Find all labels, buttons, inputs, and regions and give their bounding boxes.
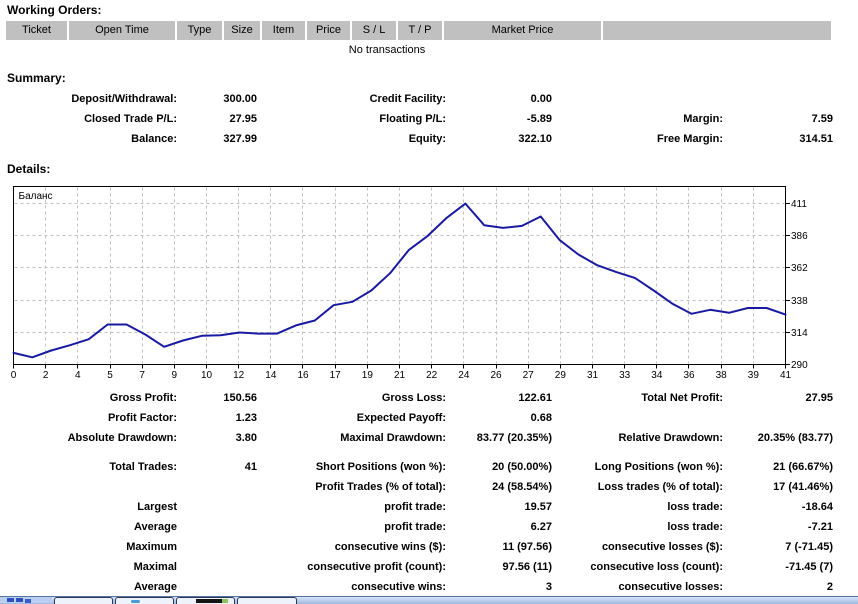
- svg-text:386: 386: [791, 231, 808, 242]
- svg-text:19: 19: [362, 370, 374, 381]
- svg-text:4: 4: [75, 370, 81, 381]
- svg-text:41: 41: [780, 370, 792, 381]
- svg-text:5: 5: [107, 370, 113, 381]
- svg-text:9: 9: [172, 370, 178, 381]
- svg-text:16: 16: [297, 370, 309, 381]
- svg-text:33: 33: [619, 370, 631, 381]
- svg-text:362: 362: [791, 263, 808, 274]
- svg-text:314: 314: [791, 328, 808, 339]
- svg-text:338: 338: [791, 296, 808, 307]
- svg-text:31: 31: [587, 370, 599, 381]
- svg-text:17: 17: [330, 370, 342, 381]
- svg-text:21: 21: [394, 370, 406, 381]
- svg-text:7: 7: [139, 370, 145, 381]
- svg-text:14: 14: [265, 370, 277, 381]
- svg-text:2: 2: [43, 370, 49, 381]
- svg-text:27: 27: [523, 370, 535, 381]
- svg-text:0: 0: [11, 370, 17, 381]
- svg-text:411: 411: [791, 199, 807, 210]
- svg-text:290: 290: [791, 360, 808, 371]
- svg-text:34: 34: [651, 370, 663, 381]
- svg-text:Баланс: Баланс: [19, 191, 53, 202]
- svg-text:39: 39: [748, 370, 760, 381]
- svg-text:10: 10: [201, 370, 213, 381]
- svg-text:22: 22: [426, 370, 438, 381]
- svg-text:12: 12: [233, 370, 245, 381]
- svg-text:38: 38: [716, 370, 728, 381]
- svg-text:36: 36: [683, 370, 695, 381]
- svg-text:26: 26: [490, 370, 502, 381]
- svg-text:24: 24: [458, 370, 470, 381]
- svg-text:29: 29: [555, 370, 567, 381]
